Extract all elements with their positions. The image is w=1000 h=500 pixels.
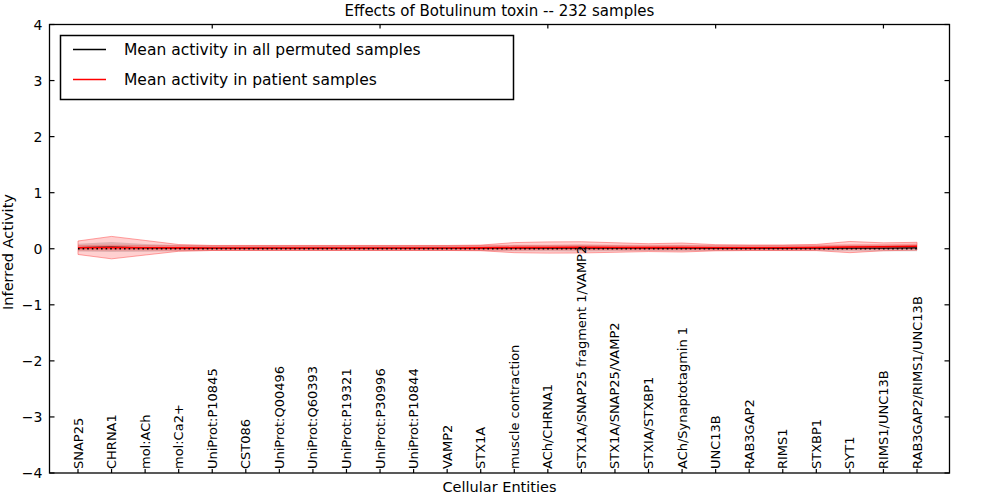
x-tick-label: ACh/Synaptotagmin 1 — [675, 327, 690, 469]
legend-label-patient: Mean activity in patient samples — [124, 71, 377, 89]
y-tick-label: −4 — [22, 465, 43, 481]
y-tick-label: 4 — [34, 17, 43, 33]
x-tick-label: VAMP2 — [440, 425, 455, 469]
x-tick-label: STXIA/STXBP1 — [641, 377, 656, 469]
x-tick-label: UniProt:P10844 — [406, 368, 421, 469]
y-axis-label: Inferred Activity — [0, 194, 16, 310]
x-tick-label: SYT1 — [842, 437, 857, 469]
x-tick-label: SNAP25 — [71, 418, 86, 469]
x-tick-label: UniProt:P10845 — [205, 368, 220, 469]
x-tick-label: UniProt:Q00496 — [272, 366, 287, 469]
y-tick-label: −2 — [22, 353, 43, 369]
x-tick-label: UniProt:P19321 — [339, 368, 354, 469]
x-tick-label: mol:ACh — [138, 414, 153, 469]
legend: Mean activity in all permuted samples Me… — [61, 36, 514, 100]
y-tick-label: 1 — [34, 185, 43, 201]
x-tick-label: UNC13B — [708, 415, 723, 469]
chart-canvas: Effects of Botulinum toxin -- 232 sample… — [0, 0, 1000, 500]
figure: Effects of Botulinum toxin -- 232 sample… — [0, 0, 1000, 500]
x-tick-label: RAB3GAP2/RIMS1/UNC13B — [910, 296, 925, 469]
x-tick-label: STX1A — [473, 427, 488, 469]
y-tick-label: 3 — [34, 73, 43, 89]
y-tick-label: −1 — [22, 297, 43, 313]
x-tick-label: STX1A/SNAP25/VAMP2 — [607, 322, 622, 469]
x-tick-label: UniProt:Q60393 — [305, 366, 320, 469]
y-tick-label: 0 — [34, 241, 43, 257]
x-tick-label: ACh/CHRNA1 — [540, 384, 555, 469]
x-axis-label: Cellular Entities — [442, 479, 556, 495]
legend-label-permuted: Mean activity in all permuted samples — [124, 41, 421, 59]
chart-title: Effects of Botulinum toxin -- 232 sample… — [345, 2, 655, 20]
x-tick-label: UniProt:P30996 — [373, 368, 388, 469]
x-tick-label: CST086 — [238, 419, 253, 469]
x-tick-label: mol:Ca2+ — [171, 404, 186, 469]
y-tick-label: 2 — [34, 129, 43, 145]
x-tick-label: RIMS1/UNC13B — [876, 370, 891, 469]
x-tick-label: STX1A/SNAP25 fragment 1/VAMP2 — [574, 246, 589, 469]
x-tick-label: muscle contraction — [507, 345, 522, 469]
x-tick-label: STXBP1 — [809, 419, 824, 469]
x-tick-label: RIMS1 — [775, 428, 790, 469]
y-tick-label: −3 — [22, 409, 43, 425]
x-tick-label: RAB3GAP2 — [742, 399, 757, 469]
x-tick-label: CHRNA1 — [104, 414, 119, 469]
